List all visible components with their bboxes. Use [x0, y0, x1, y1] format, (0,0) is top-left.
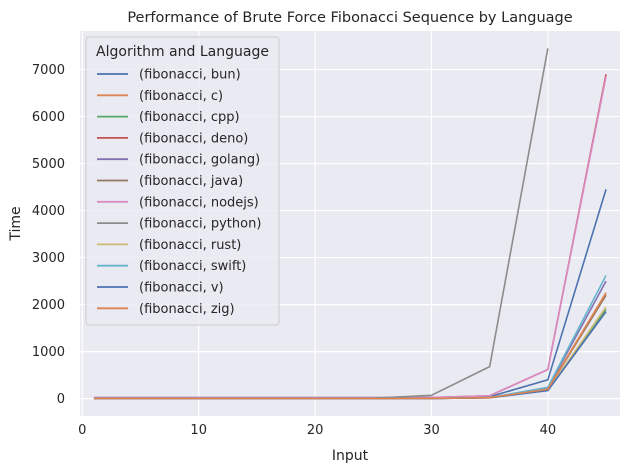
series-line-11	[93, 292, 607, 400]
legend-title: Algorithm and Language	[96, 44, 269, 60]
y-tick-label: 5000	[32, 157, 65, 172]
chart-title: Performance of Brute Force Fibonacci Seq…	[127, 10, 572, 26]
legend-entry: (fibonacci, nodejs)	[139, 195, 259, 210]
legend: Algorithm and Language (fibonacci, bun)(…	[85, 36, 280, 326]
legend-entry: (fibonacci, deno)	[139, 131, 248, 146]
legend-entry: (fibonacci, golang)	[139, 153, 260, 168]
x-tick-label: 0	[78, 423, 86, 438]
y-tick-label: 7000	[32, 63, 65, 78]
y-tick-label: 3000	[32, 251, 65, 266]
x-tick-label: 20	[307, 423, 324, 438]
legend-items: (fibonacci, bun) (fibonacci, c) (fibonacci…	[97, 68, 261, 317]
legend-entry: (fibonacci, zig)	[139, 302, 235, 317]
y-tick-label: 4000	[32, 204, 65, 219]
y-tick-label: 6000	[32, 110, 65, 125]
x-tick-label: 40	[540, 423, 557, 438]
y-axis-label: Time	[8, 206, 24, 241]
y-axis-ticks: 0 1000 2000 3000 4000 5000 6000 7000	[32, 63, 65, 407]
legend-entry: (fibonacci, cpp)	[139, 110, 240, 125]
x-axis-ticks: 0 10 20 30 40	[78, 423, 556, 438]
legend-box	[85, 36, 280, 326]
legend-entry: (fibonacci, c)	[139, 89, 223, 104]
legend-entry: (fibonacci, bun)	[139, 68, 241, 83]
legend-entry: (fibonacci, v)	[139, 281, 224, 296]
x-tick-label: 10	[190, 423, 207, 438]
y-tick-label: 0	[57, 392, 65, 407]
y-tick-label: 1000	[32, 345, 65, 360]
legend-entry: (fibonacci, python)	[139, 217, 261, 232]
series-lines	[93, 48, 607, 400]
y-tick-label: 2000	[32, 298, 65, 313]
legend-entry: (fibonacci, rust)	[139, 238, 241, 253]
legend-entry: (fibonacci, java)	[139, 174, 243, 189]
legend-entry: (fibonacci, swift)	[139, 259, 246, 274]
x-axis-label: Input	[332, 448, 369, 464]
x-tick-label: 30	[423, 423, 440, 438]
